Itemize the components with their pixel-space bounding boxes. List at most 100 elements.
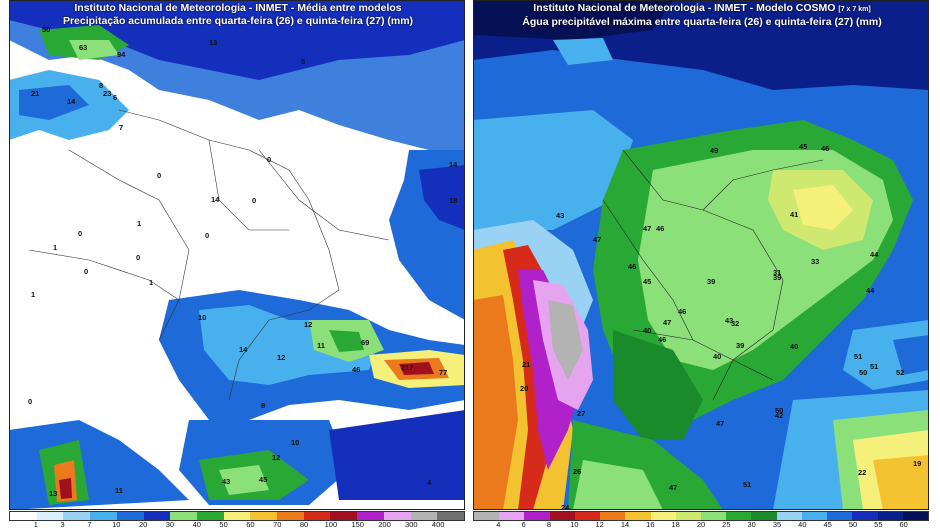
- left-map-value-label: 5: [301, 57, 305, 66]
- right-map-value-label: 45: [799, 142, 807, 151]
- left-map-value-label: 8: [99, 81, 103, 90]
- right-colorbar-tick: 35: [772, 520, 782, 529]
- right-map-value-label: 39: [707, 277, 715, 286]
- right-colorbar-tick: 50: [848, 520, 858, 529]
- left-map-value-label: 1: [149, 278, 153, 287]
- left-colorbar-tick: 100: [324, 520, 338, 529]
- right-colorbar-swatch: [524, 512, 550, 520]
- left-map-value-label: 10: [291, 438, 299, 447]
- left-map-value-label: 0: [157, 171, 161, 180]
- left-map-value-label: 13: [209, 38, 217, 47]
- left-colorbar-swatch: [250, 512, 278, 520]
- right-map-value-label: 47: [643, 224, 651, 233]
- left-map-value-label: 6: [113, 93, 117, 102]
- left-map-value-label: 11: [317, 341, 325, 350]
- left-map-value-label: 7: [119, 123, 123, 132]
- left-map-value-label: 1: [31, 290, 35, 299]
- left-map-value-label: 12: [277, 353, 285, 362]
- right-map-value-label: 43: [556, 211, 564, 220]
- left-map-value-label: 23: [103, 89, 111, 98]
- left-colorbar-swatch: [330, 512, 358, 520]
- left-colorbar-tick: 1: [33, 520, 38, 529]
- left-map-value-label: 43: [222, 477, 230, 486]
- left-colorbar-swatch: [36, 512, 64, 520]
- right-map-value-label: 51: [743, 480, 751, 489]
- right-map-value-label: 50: [775, 406, 783, 415]
- right-colorbar-swatch: [625, 512, 651, 520]
- left-map-value-label: 4: [427, 478, 432, 487]
- right-colorbar-tick: 10: [570, 520, 579, 529]
- left-map-value-label: 11: [115, 486, 123, 495]
- left-colorbar-swatch: [357, 512, 384, 520]
- right-colorbar-swatch: [877, 512, 903, 520]
- right-colorbar-swatch: [499, 512, 525, 520]
- right-colorbar-ticks: 4 6 8 10 12 14 16 18 20 25 30 35 40 45 50 55 60: [473, 520, 929, 530]
- left-colorbar-swatch: [383, 512, 411, 520]
- right-map-value-label: 39: [736, 341, 744, 350]
- right-colorbar-swatch: [549, 512, 575, 520]
- right-colorbar-tick: 12: [595, 520, 604, 529]
- right-map-value-label: 52: [896, 368, 904, 377]
- right-colorbar-tick: 18: [671, 520, 680, 529]
- left-map-value-label: 1: [137, 219, 141, 228]
- left-colorbar-swatch: [116, 512, 144, 520]
- left-colorbar-tick: 400: [431, 520, 445, 529]
- right-colorbar-tick: 40: [798, 520, 807, 529]
- left-colorbar-tick: 50: [219, 520, 228, 529]
- left-colorbar-tick: 150: [351, 520, 364, 529]
- right-map-value-label: 47: [663, 318, 671, 327]
- right-colorbar-swatch: [574, 512, 601, 520]
- left-map-value-label: 0: [136, 253, 140, 262]
- right-map-value-label: 19: [913, 459, 921, 468]
- left-map-value-label: 0: [267, 155, 271, 164]
- left-map-value-label: 50: [42, 25, 50, 34]
- right-colorbar-tick: 16: [646, 520, 655, 529]
- right-map-value-label: 26: [573, 467, 581, 476]
- left-colorbar-tick: 10: [112, 520, 121, 529]
- right-map-title: Instituto Nacional de Meteorologia - INM…: [473, 2, 931, 29]
- left-map-value-label: 14: [211, 195, 220, 204]
- left-map-value-label: 14: [67, 97, 76, 106]
- right-map-value-label: 21: [522, 360, 530, 369]
- right-map-value-label: 40: [643, 326, 651, 335]
- left-colorbar-swatch: [10, 512, 37, 520]
- left-colorbar-swatch: [63, 512, 91, 520]
- right-colorbar-swatch: [751, 512, 777, 520]
- left-map-value-label: 0: [28, 397, 32, 406]
- right-colorbar-tick: 4: [496, 520, 501, 529]
- right-map-value-label: 39: [773, 273, 781, 282]
- right-map-value-label: 33: [811, 257, 819, 266]
- right-colorbar-swatch: [801, 512, 828, 520]
- right-map-value-label: 46: [656, 224, 664, 233]
- right-map-value-label: 47: [716, 419, 724, 428]
- left-colorbar-tick: 60: [246, 520, 255, 529]
- right-colorbar-swatch: [650, 512, 676, 520]
- right-map-value-label: 50: [859, 368, 867, 377]
- right-colorbar-tick: 8: [546, 520, 552, 529]
- right-colorbar: [473, 511, 929, 521]
- right-title-line1: Instituto Nacional de Meteorologia - INM…: [533, 2, 836, 14]
- right-map-value-label: 46: [628, 262, 636, 271]
- right-colorbar-tick: 55: [874, 520, 883, 529]
- right-map-value-label: 44: [866, 286, 875, 295]
- right-map-value-label: 51: [870, 362, 878, 371]
- left-map-value-label: 12: [304, 320, 312, 329]
- left-map-value-label: 8: [261, 401, 265, 410]
- left-colorbar-tick: 30: [165, 520, 175, 529]
- left-map-value-label: 14: [449, 160, 458, 169]
- left-colorbar-tick: 3: [60, 520, 65, 529]
- right-title-note: [7 x 7 km]: [838, 6, 871, 13]
- left-colorbar-swatch: [410, 512, 438, 520]
- left-map-value-label: 14: [239, 345, 248, 354]
- left-colorbar-tick: 40: [192, 520, 201, 529]
- left-map-value-label: 217: [401, 363, 414, 372]
- right-map-value-label: 41: [790, 210, 798, 219]
- right-colorbar-tick: 25: [722, 520, 731, 529]
- left-map-panel: 50 63 94 13 21 14 23 5 8 6 7 0 0 0 14 1 0 0 1 0 0 1 1 0 10 14 12 12…: [9, 0, 467, 530]
- left-map-value-label: 0: [78, 229, 82, 238]
- right-map-value-label: 46: [658, 335, 666, 344]
- right-map-value-label: 40: [713, 352, 721, 361]
- left-title-line2: Precipitação acumulada entre quarta-feir…: [62, 15, 414, 27]
- right-map-value-label: 20: [520, 384, 528, 393]
